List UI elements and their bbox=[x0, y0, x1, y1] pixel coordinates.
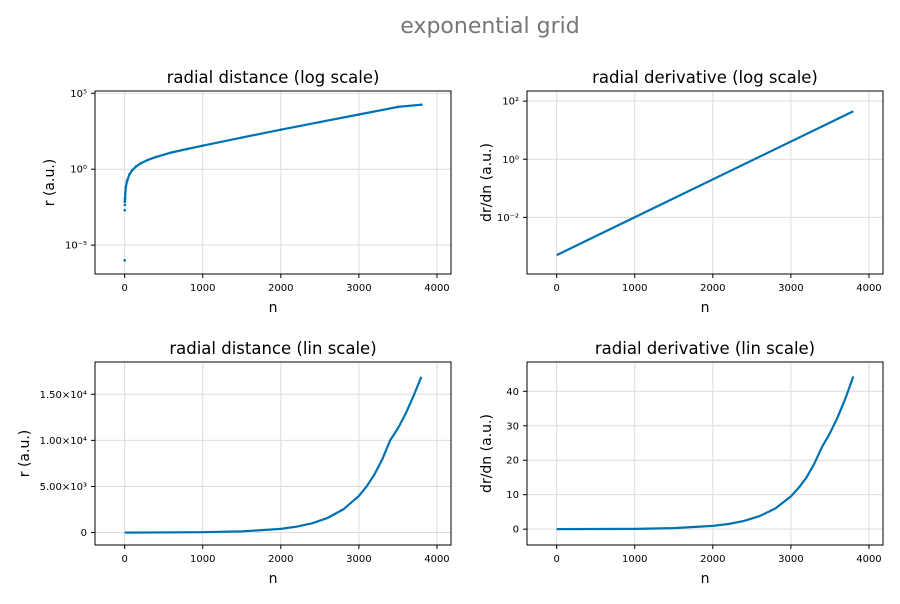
x-tick-label: 0 bbox=[553, 554, 559, 565]
data-point bbox=[123, 259, 126, 262]
series-line bbox=[556, 110, 854, 257]
panel-title: radial distance (lin scale) bbox=[169, 339, 376, 358]
y-tick-label: 20 bbox=[506, 456, 519, 467]
plot-frame bbox=[526, 90, 884, 275]
y-tick-label: 10⁻⁵ bbox=[65, 241, 87, 252]
y-tick-label: 10² bbox=[502, 97, 519, 108]
y-tick-label: 40 bbox=[506, 387, 519, 398]
y-tick-label: 10⁰ bbox=[70, 165, 87, 176]
y-axis-label: r (a.u.) bbox=[42, 159, 58, 206]
data-point bbox=[279, 128, 283, 132]
data-point bbox=[123, 196, 127, 200]
x-tick-label: 1000 bbox=[190, 283, 215, 294]
x-tick-label: 4000 bbox=[856, 554, 881, 565]
series-line bbox=[123, 103, 422, 202]
data-point bbox=[154, 155, 158, 159]
data-point bbox=[123, 200, 127, 204]
y-tick-label: 0 bbox=[513, 525, 519, 536]
x-tick-label: 3000 bbox=[346, 283, 371, 294]
y-tick-label: 10⁵ bbox=[70, 89, 87, 100]
y-axis-label: dr/dn (a.u.) bbox=[479, 143, 495, 222]
panel-1: 0 1000 2000 3000 4000 10⁵ 10⁰ 10⁻⁵ radial distan… bbox=[42, 68, 452, 316]
panel-4: 0 1000 2000 3000 4000 0 10 20 30 40 radial derivat… bbox=[479, 339, 884, 587]
data-point bbox=[240, 136, 244, 139]
data-point bbox=[185, 147, 189, 151]
y-tick-label: 10 bbox=[506, 490, 519, 501]
data-point bbox=[420, 103, 423, 106]
data-point bbox=[123, 203, 127, 207]
x-tick-label: 2000 bbox=[700, 283, 725, 294]
figure-title: exponential grid bbox=[400, 14, 580, 39]
y-tick-label: 0 bbox=[81, 528, 87, 539]
x-tick-label: 4000 bbox=[856, 283, 881, 294]
data-point bbox=[170, 151, 173, 154]
panel-2: 0 1000 2000 3000 4000 10² 10⁰ 10⁻² radial deriva… bbox=[479, 68, 884, 316]
data-point bbox=[128, 173, 131, 176]
x-tick-label: 0 bbox=[121, 554, 127, 565]
x-tick-label: 1000 bbox=[622, 283, 647, 294]
series-line bbox=[556, 376, 855, 531]
x-axis-label: n bbox=[701, 300, 710, 316]
data-point bbox=[318, 120, 322, 124]
panel-title: radial derivative (log scale) bbox=[592, 68, 818, 87]
y-axis-label: r (a.u.) bbox=[17, 430, 33, 477]
data-point bbox=[124, 186, 128, 189]
x-tick-label: 4000 bbox=[424, 283, 449, 294]
data-point bbox=[396, 105, 400, 109]
data-point bbox=[357, 113, 361, 116]
plot-frame bbox=[526, 361, 884, 546]
plot-frame bbox=[94, 90, 452, 275]
x-tick-label: 3000 bbox=[778, 283, 803, 294]
x-tick-label: 0 bbox=[553, 283, 559, 294]
data-point bbox=[131, 168, 134, 172]
y-tick-label: 10⁻² bbox=[497, 213, 519, 224]
x-tick-label: 4000 bbox=[424, 554, 449, 565]
data-point bbox=[201, 144, 205, 147]
x-tick-label: 0 bbox=[121, 283, 127, 294]
data-point bbox=[135, 164, 138, 168]
data-point bbox=[138, 162, 142, 165]
x-axis-label: n bbox=[701, 571, 710, 587]
x-tick-label: 2000 bbox=[700, 554, 725, 565]
panel-3: 0 1000 2000 3000 4000 0 5.00×10³ 1.00×10⁴ 1.50×1… bbox=[17, 339, 452, 587]
panel-title: radial derivative (lin scale) bbox=[595, 339, 815, 358]
series-line bbox=[124, 376, 423, 534]
x-tick-label: 3000 bbox=[346, 554, 371, 565]
data-point bbox=[146, 158, 150, 162]
x-tick-label: 2000 bbox=[268, 554, 293, 565]
data-point bbox=[123, 198, 127, 201]
y-tick-label: 1.00×10⁴ bbox=[40, 436, 87, 447]
x-tick-label: 2000 bbox=[268, 283, 293, 294]
x-tick-label: 3000 bbox=[778, 554, 803, 565]
y-tick-label: 5.00×10³ bbox=[40, 482, 87, 493]
y-tick-label: 1.50×10⁴ bbox=[40, 390, 87, 401]
y-tick-label: 10⁰ bbox=[502, 155, 519, 166]
x-tick-label: 1000 bbox=[190, 554, 215, 565]
panel-title: radial distance (log scale) bbox=[167, 68, 380, 87]
plot-frame bbox=[94, 361, 452, 546]
data-point bbox=[125, 179, 129, 183]
x-axis-label: n bbox=[269, 300, 278, 316]
y-tick-label: 30 bbox=[506, 421, 519, 432]
data-point bbox=[123, 208, 127, 212]
x-axis-label: n bbox=[269, 571, 278, 587]
x-tick-label: 1000 bbox=[622, 554, 647, 565]
data-point bbox=[123, 192, 127, 195]
y-axis-label: dr/dn (a.u.) bbox=[479, 414, 495, 493]
